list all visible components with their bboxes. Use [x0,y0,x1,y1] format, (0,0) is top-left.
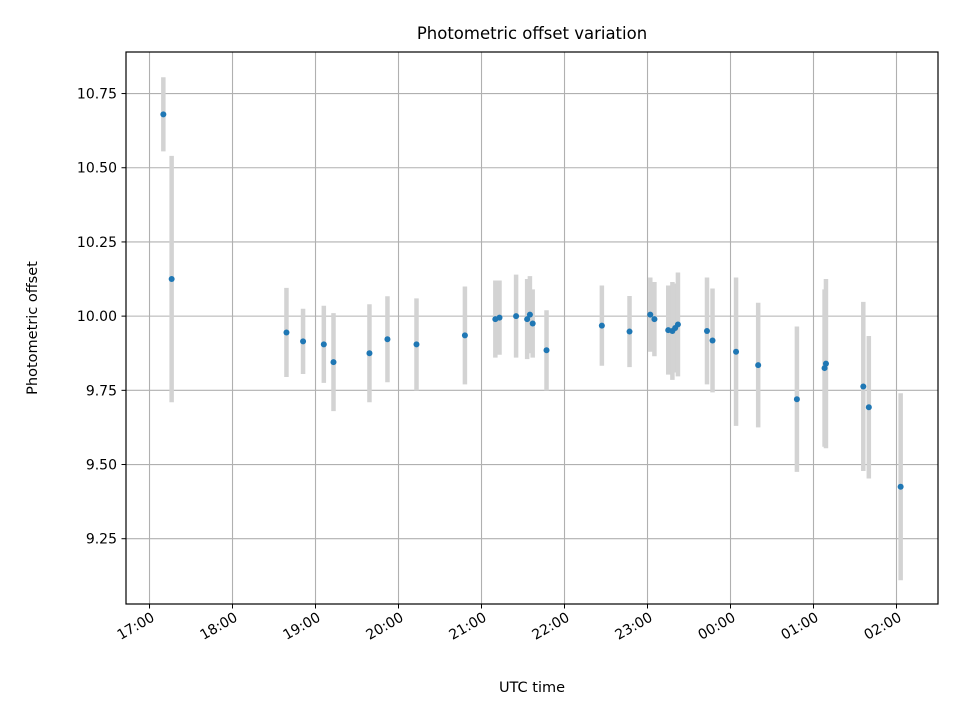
x-tick-label: 18:00 [198,610,241,644]
data-point [413,341,420,348]
data-point [733,348,740,355]
data-point [461,332,468,339]
data-point [860,383,867,390]
y-tick-label: 10.25 [77,235,117,251]
data-point [865,404,872,411]
y-tick-label: 10.00 [77,309,117,325]
data-point [626,328,633,335]
data-point [651,316,658,323]
point-layer [160,111,904,490]
data-point [674,321,681,328]
data-point [647,311,654,318]
data-point [366,350,373,357]
plot-frame [125,51,939,605]
x-tick-label: 17:00 [115,610,158,644]
errorbar-layer [161,77,903,581]
y-tick-label: 10.50 [77,161,117,177]
x-tick-label: 21:00 [447,610,490,644]
data-point [330,359,337,366]
data-point [755,362,762,369]
data-point [793,396,800,403]
x-tick-label: 22:00 [530,610,573,644]
data-point [320,341,327,348]
x-tick-label: 20:00 [364,610,407,644]
x-tick-label: 02:00 [862,610,905,644]
x-tick-label: 19:00 [281,610,324,644]
data-point [160,111,167,118]
data-point [513,313,520,320]
data-point [524,316,531,323]
data-point [897,483,904,490]
x-axis-label: UTC time [499,680,565,696]
x-tick-label: 00:00 [696,610,739,644]
y-tick-label: 10.75 [77,87,117,103]
data-point [384,336,391,343]
data-point [543,347,550,354]
chart-title: Photometric offset variation [417,24,647,43]
data-point [496,314,503,321]
y-tick-label: 9.25 [86,532,117,548]
data-point [529,320,536,327]
data-point [526,311,533,318]
data-point [168,276,175,283]
data-point [822,360,829,367]
y-axis-label: Photometric offset [25,261,41,395]
y-axis: 9.25 9.50 9.75 10.00 10.25 10.50 10.75 [77,87,126,548]
y-tick-label: 9.75 [86,383,117,399]
x-tick-label: 23:00 [613,610,656,644]
data-point [703,327,710,334]
x-axis: 17:00 18:00 19:00 20:00 21:00 22:00 23:00 00:00… [115,604,905,644]
data-point [709,337,716,344]
data-point [598,322,605,329]
data-point [283,329,290,336]
data-point [300,338,307,345]
y-tick-label: 9.50 [86,458,117,474]
x-tick-label: 01:00 [779,610,822,644]
